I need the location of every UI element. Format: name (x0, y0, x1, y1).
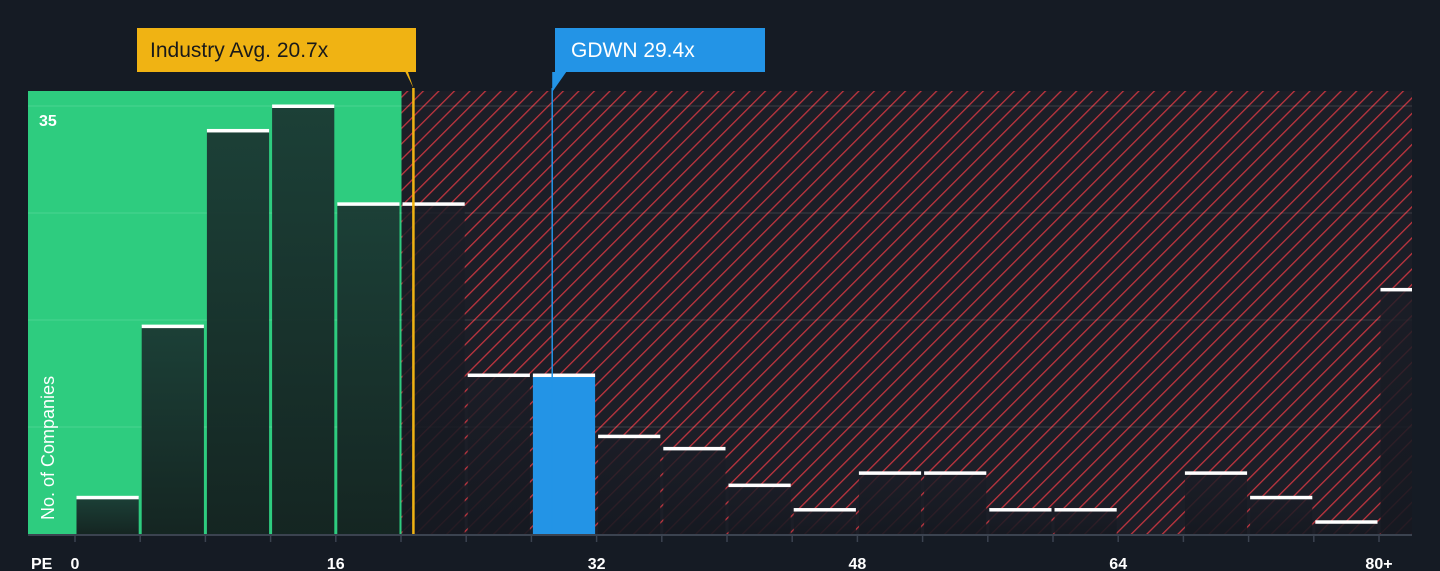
bar (924, 472, 987, 534)
company-callout: GDWN 29.4x (551, 28, 765, 534)
bar-cap (206, 128, 270, 133)
bar-caps (76, 104, 1412, 524)
bar-cap (141, 324, 204, 329)
bar-cap (989, 508, 1052, 512)
bar-cap (924, 471, 987, 475)
bar (989, 509, 1052, 534)
bar (1054, 509, 1117, 534)
bar (1315, 521, 1378, 534)
bar-cap (1250, 495, 1313, 500)
bar (1250, 497, 1313, 534)
bar (728, 485, 791, 534)
company-label: GDWN 29.4x (571, 39, 695, 62)
bar-cap (1054, 508, 1117, 512)
bar (76, 497, 139, 534)
bar-cap (402, 202, 465, 206)
bar-cap (858, 471, 922, 475)
x-tick-label: 64 (1109, 556, 1127, 571)
bar (1380, 289, 1412, 534)
bars (76, 106, 1412, 535)
bar (858, 472, 922, 534)
bar (337, 203, 400, 535)
bar-cap (1184, 471, 1248, 475)
bar-cap (793, 508, 856, 512)
bar (272, 106, 335, 534)
bar (141, 326, 204, 534)
x-tick-label: 16 (327, 556, 345, 571)
x-tick-label: 0 (71, 556, 80, 571)
company-box (552, 28, 765, 92)
bar (532, 375, 596, 534)
bar (598, 436, 661, 534)
bar (1184, 472, 1248, 534)
bar-cap (1315, 520, 1378, 524)
bar-cap (76, 495, 139, 500)
bar-cap (532, 373, 596, 378)
x-tick-label: 80+ (1365, 556, 1392, 571)
bar-cap (598, 434, 661, 439)
x-tick-label: 32 (588, 556, 606, 571)
y-tick-label: 35 (39, 113, 57, 130)
bar-cap (663, 446, 726, 451)
bar (467, 375, 530, 534)
bar (402, 203, 465, 535)
industry-avg-box (137, 28, 416, 88)
x-tick-label: 48 (849, 556, 867, 571)
bar (663, 448, 726, 534)
x-axis-label: PE (31, 556, 53, 571)
industry-avg-callout: Industry Avg. 20.7x (137, 28, 416, 534)
industry-avg-label: Industry Avg. 20.7x (150, 39, 329, 62)
x-tick-labels: 0 16 32 48 64 80+ (71, 556, 1393, 571)
y-axis-label: No. of Companies (38, 376, 58, 520)
bar-cap (337, 202, 400, 206)
bar-cap (728, 483, 791, 488)
bar (793, 509, 856, 534)
bar-cap (1380, 287, 1412, 292)
bar-cap (467, 373, 530, 378)
bar-cap (272, 104, 335, 108)
bar (206, 130, 270, 534)
x-axis-ticks (74, 536, 1380, 542)
